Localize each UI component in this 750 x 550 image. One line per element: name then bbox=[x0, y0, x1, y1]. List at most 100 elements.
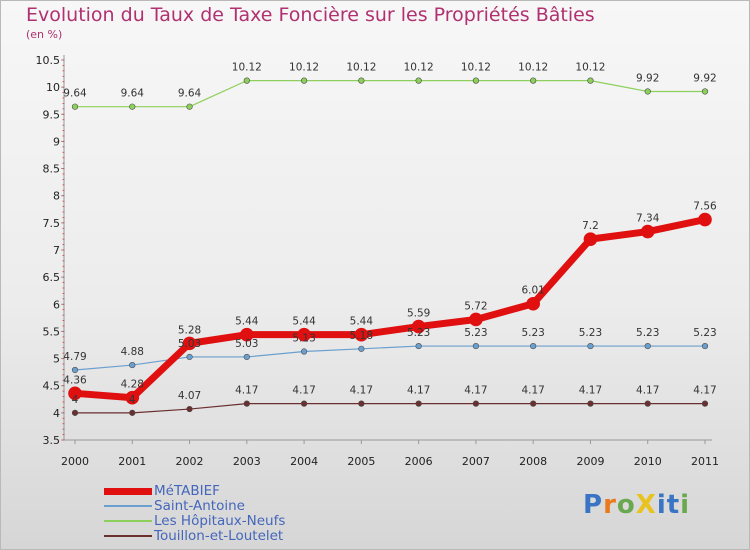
y-tick-label: 6 bbox=[53, 298, 60, 311]
data-point bbox=[587, 77, 594, 84]
data-label: 4.79 bbox=[63, 351, 86, 363]
data-point bbox=[186, 103, 193, 110]
legend-swatch bbox=[104, 520, 152, 522]
data-label: 5.23 bbox=[464, 327, 487, 339]
data-label: 4.07 bbox=[178, 390, 201, 402]
logo-letter: i bbox=[656, 490, 667, 520]
x-tick-label: 2006 bbox=[405, 455, 433, 468]
y-tick-label: 5.5 bbox=[43, 325, 61, 338]
data-label: 10.12 bbox=[346, 62, 376, 74]
y-tick-label: 8.5 bbox=[43, 163, 61, 176]
y-tick-label: 9 bbox=[53, 135, 60, 148]
data-point bbox=[583, 232, 598, 246]
data-point bbox=[415, 77, 422, 84]
data-label: 9.92 bbox=[636, 72, 659, 84]
legend-swatch bbox=[104, 487, 152, 495]
data-label: 5.59 bbox=[407, 308, 430, 320]
data-label: 7.34 bbox=[636, 213, 660, 225]
data-label: 4.17 bbox=[693, 385, 716, 397]
chart-title: Evolution du Taux de Taxe Foncière sur l… bbox=[26, 4, 595, 26]
data-point bbox=[701, 400, 709, 407]
data-label: 4.17 bbox=[521, 385, 544, 397]
data-label: 4.17 bbox=[235, 385, 258, 397]
data-label: 4.28 bbox=[121, 379, 144, 391]
data-point bbox=[644, 342, 651, 350]
data-point bbox=[358, 345, 365, 352]
data-point bbox=[526, 296, 540, 311]
data-point bbox=[644, 88, 651, 95]
data-point bbox=[125, 390, 140, 405]
data-label: 9.64 bbox=[121, 88, 145, 100]
data-point bbox=[644, 400, 651, 407]
logo-letter: o bbox=[616, 490, 636, 520]
data-label: 5.13 bbox=[292, 333, 315, 345]
x-tick-label: 2009 bbox=[576, 455, 604, 468]
data-label: 5.23 bbox=[579, 327, 602, 339]
data-label: 4.17 bbox=[407, 385, 430, 397]
data-point bbox=[71, 409, 79, 416]
data-label: 9.64 bbox=[178, 88, 202, 100]
data-point bbox=[300, 348, 308, 355]
data-label: 9.92 bbox=[693, 72, 716, 84]
data-point bbox=[415, 400, 422, 407]
data-point bbox=[530, 77, 537, 84]
data-label: 5.28 bbox=[178, 324, 201, 336]
legend-swatch bbox=[104, 535, 152, 537]
data-label: 7.2 bbox=[582, 220, 599, 232]
data-point bbox=[472, 77, 480, 84]
y-tick-label: 3.5 bbox=[43, 434, 61, 447]
x-tick-label: 2008 bbox=[519, 455, 547, 468]
data-label: 4.17 bbox=[636, 385, 659, 397]
logo-letter: r bbox=[603, 490, 617, 520]
data-point bbox=[68, 386, 82, 401]
series-line bbox=[75, 80, 705, 108]
data-point bbox=[354, 327, 369, 342]
data-point bbox=[300, 77, 308, 84]
x-tick-label: 2007 bbox=[462, 455, 490, 468]
data-point bbox=[186, 405, 193, 413]
data-label: 10.12 bbox=[575, 62, 605, 74]
data-point bbox=[469, 312, 483, 327]
data-label: 5.72 bbox=[464, 300, 487, 312]
data-label: 4.17 bbox=[292, 385, 315, 397]
y-tick-label: 10 bbox=[46, 81, 60, 94]
data-label: 5.23 bbox=[636, 327, 659, 339]
y-tick-label: 7 bbox=[53, 244, 60, 257]
x-tick-label: 2002 bbox=[176, 455, 204, 468]
data-point bbox=[415, 342, 422, 350]
data-label: 4 bbox=[72, 394, 79, 406]
legend-label: MéTABIEF bbox=[154, 483, 220, 499]
data-label: 5.03 bbox=[235, 338, 258, 350]
y-tick-label: 4.5 bbox=[43, 380, 61, 393]
data-label: 5.18 bbox=[350, 330, 373, 342]
data-point bbox=[358, 400, 365, 407]
data-label: 4.17 bbox=[464, 385, 487, 397]
y-tick-label: 7.5 bbox=[43, 217, 61, 230]
data-label: 5.44 bbox=[350, 316, 374, 328]
data-point bbox=[698, 212, 712, 227]
y-tick-label: 10.5 bbox=[36, 54, 61, 67]
y-tick-label: 6.5 bbox=[43, 271, 61, 284]
data-label: 4.17 bbox=[350, 385, 373, 397]
data-point bbox=[530, 400, 537, 407]
data-point bbox=[243, 400, 250, 407]
data-point bbox=[297, 327, 311, 342]
data-label: 5.23 bbox=[521, 327, 544, 339]
data-label: 10.12 bbox=[404, 62, 434, 74]
data-point bbox=[71, 103, 79, 110]
x-tick-label: 2003 bbox=[233, 455, 261, 468]
data-point bbox=[472, 342, 480, 350]
data-label: 5.03 bbox=[178, 338, 201, 350]
data-point bbox=[640, 224, 655, 239]
data-label: 4 bbox=[129, 394, 136, 406]
data-point bbox=[587, 342, 594, 350]
x-tick-label: 2005 bbox=[347, 455, 375, 468]
data-label: 10.12 bbox=[518, 62, 548, 74]
data-point bbox=[240, 327, 254, 342]
logo-letter: P bbox=[583, 490, 604, 520]
data-label: 9.64 bbox=[63, 88, 87, 100]
series-line bbox=[75, 403, 705, 414]
logo-letter: i bbox=[680, 490, 691, 520]
data-point bbox=[182, 336, 197, 351]
